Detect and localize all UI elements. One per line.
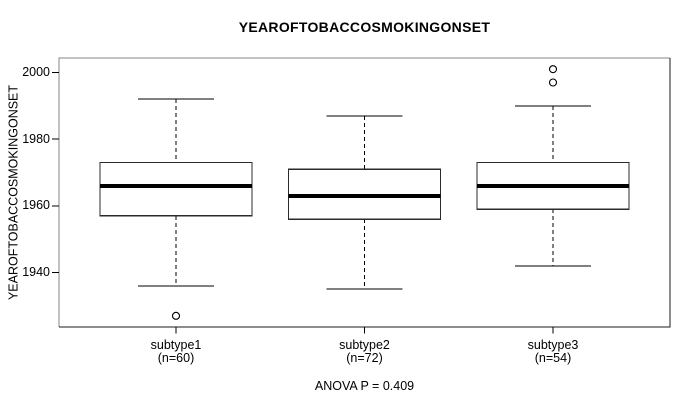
- x-category-label: subtype1 (n=60): [101, 339, 251, 365]
- plot-frame: [58, 57, 670, 327]
- plot-frame: [59, 58, 671, 328]
- category-count: (n=60): [157, 351, 195, 365]
- y-tick-label: 1940: [22, 265, 50, 279]
- anova-annotation: ANOVA P = 0.409: [314, 379, 415, 393]
- chart-title: YEAROFTOBACCOSMOKINGONSET: [238, 19, 491, 35]
- category-name: subtype1: [150, 338, 202, 352]
- y-tick-label: 1980: [22, 132, 50, 146]
- x-category-label: subtype3 (n=54): [478, 339, 628, 365]
- category-name: subtype2: [339, 338, 390, 352]
- x-category-label: subtype2 (n=72): [290, 339, 440, 365]
- iqr-box: [99, 161, 253, 217]
- category-count: (n=54): [534, 351, 572, 365]
- y-tick-label: 2000: [22, 65, 50, 79]
- category-count: (n=72): [346, 351, 383, 365]
- outlier-point: [171, 311, 181, 320]
- y-tick-label: 1960: [22, 198, 50, 212]
- outlier-point: [548, 78, 558, 87]
- category-name: subtype3: [527, 338, 579, 352]
- outlier-point: [548, 65, 558, 74]
